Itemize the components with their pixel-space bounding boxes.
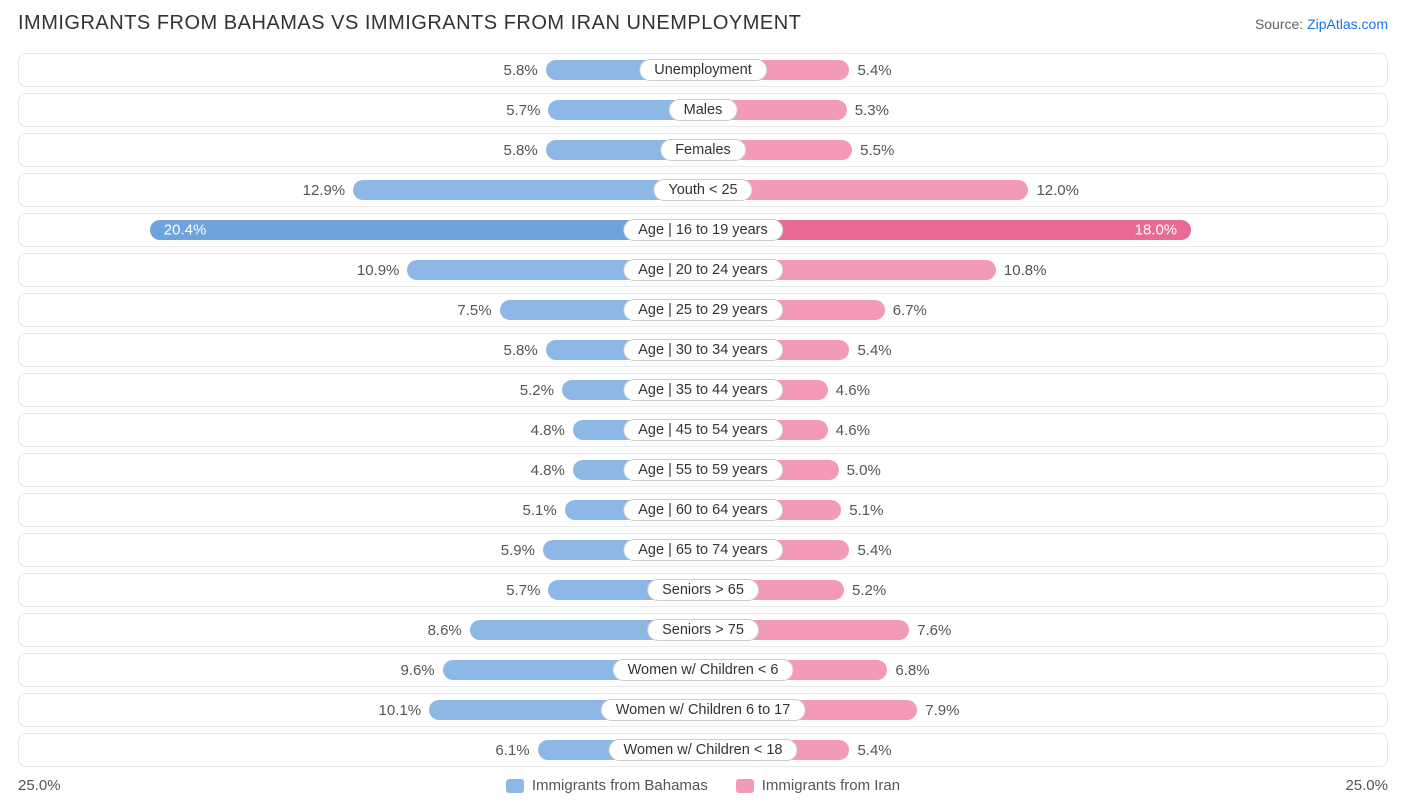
bar-value-left: 5.7% [498,582,548,599]
category-label: Age | 20 to 24 years [623,259,783,281]
bar-value-left: 4.8% [523,422,573,439]
axis-max-right: 25.0% [1345,777,1388,794]
legend-item-right: Immigrants from Iran [736,777,900,794]
bar-value-left: 7.5% [449,302,499,319]
bar-value-left: 5.8% [496,342,546,359]
chart-footer: 25.0% Immigrants from Bahamas Immigrants… [18,777,1388,794]
category-label: Seniors > 75 [647,619,759,641]
bar-value-left: 5.8% [496,62,546,79]
chart-row: 4.8% 4.6% Age | 45 to 54 years [18,413,1388,447]
chart-row: 5.8% 5.5% Females [18,133,1388,167]
chart-row: 5.9% 5.4% Age | 65 to 74 years [18,533,1388,567]
chart-row: 6.1% 5.4% Women w/ Children < 18 [18,733,1388,767]
chart-row: 10.1% 7.9% Women w/ Children 6 to 17 [18,693,1388,727]
chart-row: 5.2% 4.6% Age | 35 to 44 years [18,373,1388,407]
source-link[interactable]: ZipAtlas.com [1307,16,1388,32]
legend-swatch-left [506,779,524,793]
chart-row: 8.6% 7.6% Seniors > 75 [18,613,1388,647]
legend-swatch-right [736,779,754,793]
category-label: Age | 16 to 19 years [623,219,783,241]
bar-value-left: 6.1% [487,742,537,759]
source-prefix: Source: [1255,16,1307,32]
bar-value-right: 7.9% [917,702,967,719]
header: IMMIGRANTS FROM BAHAMAS VS IMMIGRANTS FR… [18,12,1388,35]
bar-value-right: 4.6% [828,382,878,399]
category-label: Age | 60 to 64 years [623,499,783,521]
bar-value-right: 5.4% [849,542,899,559]
category-label: Unemployment [639,59,767,81]
bar-value-left: 9.6% [392,662,442,679]
bar-value-right: 7.6% [909,622,959,639]
chart-row: 7.5% 6.7% Age | 25 to 29 years [18,293,1388,327]
diverging-bar-chart: 5.8% 5.4% Unemployment 5.7% 5.3% Males 5.8% 5.5… [18,53,1388,767]
category-label: Age | 30 to 34 years [623,339,783,361]
bar-value-right: 12.0% [1028,182,1087,199]
bar-value-right: 5.0% [839,462,889,479]
bar-value-left: 5.9% [493,542,543,559]
bar-value-right: 6.7% [885,302,935,319]
category-label: Females [660,139,746,161]
bar-left [353,180,703,200]
chart-row: 5.7% 5.2% Seniors > 65 [18,573,1388,607]
bar-value-right: 18.0% [1127,222,1186,239]
legend-label-left: Immigrants from Bahamas [532,777,708,794]
axis-max-left: 25.0% [18,777,61,794]
bar-value-left: 10.9% [349,262,408,279]
chart-row: 5.8% 5.4% Age | 30 to 34 years [18,333,1388,367]
bar-value-right: 5.2% [844,582,894,599]
legend-item-left: Immigrants from Bahamas [506,777,708,794]
chart-row: 4.8% 5.0% Age | 55 to 59 years [18,453,1388,487]
category-label: Women w/ Children < 6 [613,659,794,681]
legend-label-right: Immigrants from Iran [762,777,900,794]
page-title: IMMIGRANTS FROM BAHAMAS VS IMMIGRANTS FR… [18,12,801,35]
source-attribution: Source: ZipAtlas.com [1255,16,1388,32]
chart-row: 5.1% 5.1% Age | 60 to 64 years [18,493,1388,527]
category-label: Age | 65 to 74 years [623,539,783,561]
category-label: Males [669,99,738,121]
bar-value-right: 6.8% [887,662,937,679]
bar-value-left: 5.1% [515,502,565,519]
chart-row: 12.9% 12.0% Youth < 25 [18,173,1388,207]
chart-row: 10.9% 10.8% Age | 20 to 24 years [18,253,1388,287]
bar-value-right: 5.4% [849,62,899,79]
chart-row: 5.7% 5.3% Males [18,93,1388,127]
category-label: Women w/ Children 6 to 17 [601,699,806,721]
bar-value-left: 10.1% [371,702,430,719]
bar-value-left: 4.8% [523,462,573,479]
chart-row: 20.4% 18.0% Age | 16 to 19 years [18,213,1388,247]
bar-value-right: 5.1% [841,502,891,519]
bar-value-right: 10.8% [996,262,1055,279]
bar-value-right: 5.3% [847,102,897,119]
bar-value-right: 5.4% [849,342,899,359]
category-label: Age | 45 to 54 years [623,419,783,441]
bar-left: 20.4% [150,220,703,240]
bar-value-left: 20.4% [156,222,215,239]
bar-value-left: 5.7% [498,102,548,119]
category-label: Age | 25 to 29 years [623,299,783,321]
bar-value-left: 5.2% [512,382,562,399]
bar-value-left: 8.6% [420,622,470,639]
category-label: Age | 35 to 44 years [623,379,783,401]
bar-value-left: 12.9% [295,182,354,199]
legend: Immigrants from Bahamas Immigrants from … [506,777,900,794]
category-label: Youth < 25 [653,179,752,201]
category-label: Women w/ Children < 18 [609,739,798,761]
bar-value-right: 4.6% [828,422,878,439]
bar-value-right: 5.5% [852,142,902,159]
category-label: Seniors > 65 [647,579,759,601]
chart-row: 5.8% 5.4% Unemployment [18,53,1388,87]
bar-value-right: 5.4% [849,742,899,759]
category-label: Age | 55 to 59 years [623,459,783,481]
chart-row: 9.6% 6.8% Women w/ Children < 6 [18,653,1388,687]
bar-value-left: 5.8% [496,142,546,159]
